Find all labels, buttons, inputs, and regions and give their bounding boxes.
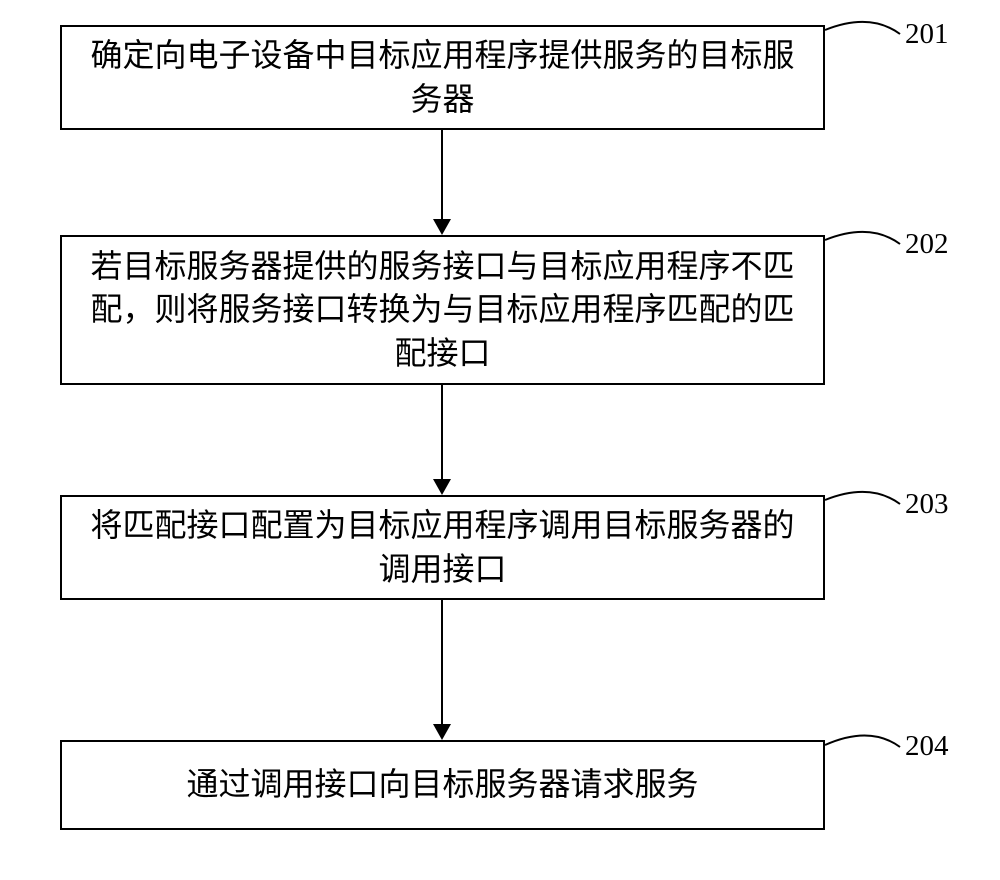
arrow-203-to-204 — [0, 0, 1000, 880]
